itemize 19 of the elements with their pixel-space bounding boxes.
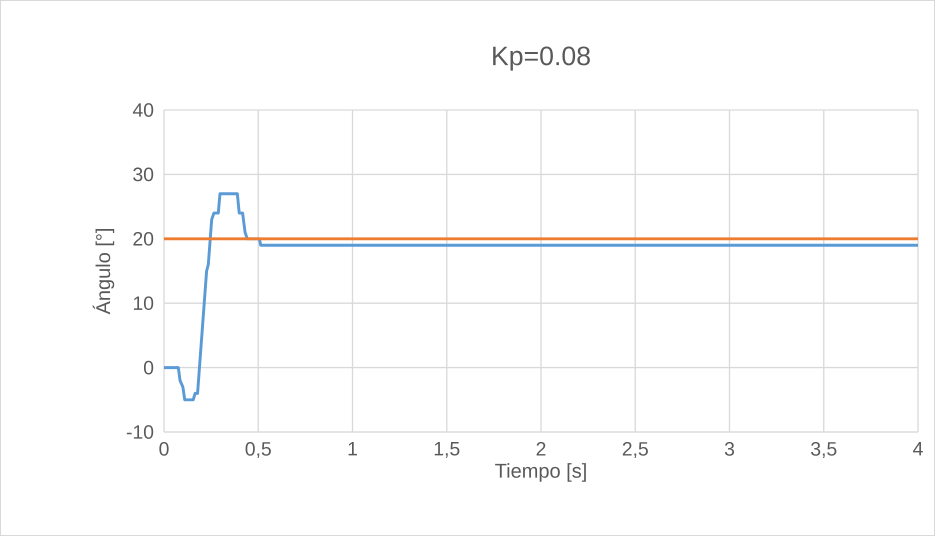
y-tick-label: -10 <box>126 425 154 439</box>
y-tick-label: 0 <box>144 360 154 374</box>
x-tick-label: 0,5 <box>246 442 271 458</box>
x-axis-title: Tiempo [s] <box>495 463 586 482</box>
y-tick-label: 10 <box>134 296 154 310</box>
x-tick-label: 1 <box>348 442 357 456</box>
x-tick-label: 0 <box>159 442 169 456</box>
line-series <box>162 192 920 402</box>
x-tick-label: 1,5 <box>434 442 460 458</box>
x-tick-label: 3 <box>724 442 734 456</box>
y-tick-label: 40 <box>132 103 154 117</box>
y-tick-label: 30 <box>133 168 154 182</box>
x-tick-label: 4 <box>913 442 923 456</box>
x-tick-label: 2,5 <box>622 442 648 458</box>
y-tick-label: 20 <box>133 232 154 246</box>
chart-title: Kp=0.08 <box>493 46 590 71</box>
y-axis-title: Ángulo [°] <box>92 228 114 314</box>
x-tick-label: 3,5 <box>811 442 836 458</box>
x-tick-label: 2 <box>536 442 546 456</box>
